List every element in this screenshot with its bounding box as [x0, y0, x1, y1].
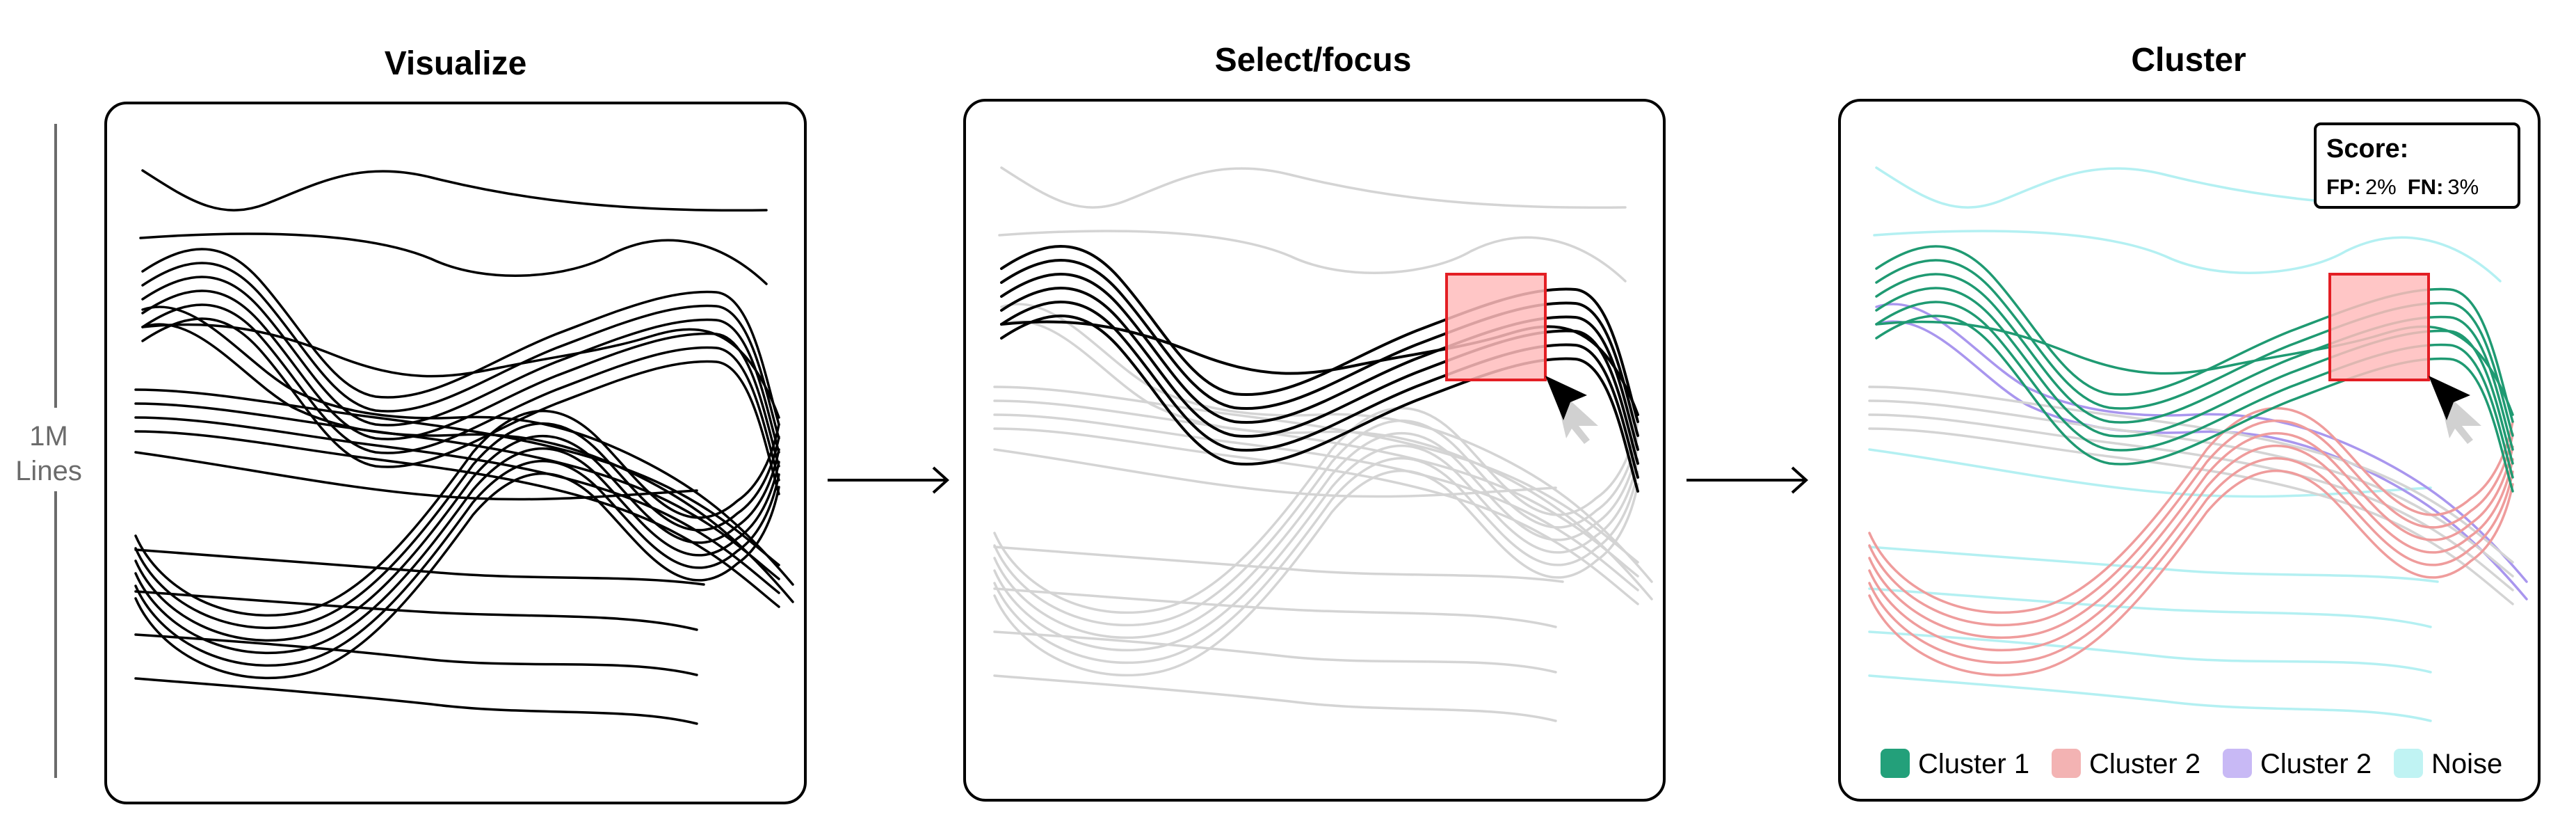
noise-line	[134, 677, 698, 725]
cluster3-line	[993, 385, 1639, 564]
legend-label-cluster2: Cluster 2	[2089, 749, 2200, 779]
cluster2-line	[993, 469, 1639, 677]
right-arrow-icon	[1687, 466, 1808, 494]
cluster3-line	[141, 323, 794, 603]
noise-line	[993, 674, 1557, 722]
cluster2-line	[993, 419, 1639, 627]
legend-label-cluster3: Cluster 2	[2260, 749, 2372, 779]
cluster1-line	[1875, 259, 2514, 437]
cluster2-line	[1868, 444, 2514, 652]
selection-box[interactable]	[2328, 273, 2430, 381]
cluster2-line	[993, 406, 1639, 614]
score-box: Score: FP: 2% FN: 3%	[2314, 122, 2520, 209]
selection-box[interactable]	[1445, 273, 1547, 381]
cluster2-line	[134, 409, 780, 617]
panel-title-select: Select/focus	[1215, 42, 1412, 79]
noise-line	[134, 633, 698, 676]
cluster1-line	[1875, 315, 2514, 493]
panel-title-visualize: Visualize	[385, 45, 527, 82]
noise-line	[1000, 166, 1627, 209]
cluster2-line	[134, 472, 780, 680]
score-title: Score:	[2326, 134, 2408, 164]
legend-label-cluster1: Cluster 1	[1918, 749, 2029, 779]
cluster1-line	[1000, 315, 1639, 493]
cursor-icon	[1545, 376, 1598, 444]
noise-line	[1868, 674, 2432, 722]
cursor-icon	[2429, 376, 2481, 444]
lines-visualize	[134, 169, 794, 725]
noise-line	[134, 590, 698, 631]
cluster1-line	[1000, 320, 1639, 416]
legend-swatch-noise	[2394, 749, 2423, 778]
legend-label-noise: Noise	[2431, 749, 2502, 779]
cluster2-line	[1868, 385, 2514, 564]
noise-line	[134, 451, 698, 501]
cluster3-line	[1000, 303, 1653, 583]
cluster3-line	[134, 402, 780, 580]
cluster1-line	[1875, 273, 2514, 451]
axis-label-line2: Lines	[15, 456, 82, 486]
cluster1-line	[141, 317, 780, 495]
cluster2-line	[1868, 469, 2514, 677]
cluster2-line	[1868, 456, 2514, 665]
noise-line	[141, 169, 768, 212]
fn-value: 3%	[2447, 175, 2479, 199]
cluster1-line	[1000, 245, 1639, 423]
legend: Cluster 1 Cluster 2 Cluster 2 Noise	[1881, 749, 2502, 779]
cluster3-line	[993, 413, 1639, 591]
cluster3-line	[1875, 303, 2528, 583]
cluster2-line	[134, 422, 780, 630]
cluster1-line	[141, 303, 780, 482]
cluster1-line	[141, 262, 780, 440]
noise-line	[1873, 230, 2502, 283]
noise-line	[993, 630, 1557, 674]
noise-line	[1868, 448, 2432, 498]
cluster2-line	[1868, 419, 2514, 627]
cluster3-line	[993, 399, 1639, 578]
panel-title-cluster: Cluster	[2131, 42, 2246, 79]
cluster2-line	[1868, 413, 2514, 591]
legend-swatch-cluster2	[2052, 749, 2081, 778]
cluster1-line	[1000, 287, 1639, 465]
legend-swatch-cluster3	[2223, 749, 2252, 778]
cluster2-line	[134, 459, 780, 667]
cluster1-line	[1000, 301, 1639, 479]
cluster2-line	[1868, 399, 2514, 578]
fp-value: 2%	[2365, 175, 2397, 199]
cluster1-line	[141, 323, 780, 419]
noise-line	[1868, 630, 2432, 674]
cluster3-line	[134, 416, 780, 594]
cluster1-line	[141, 276, 780, 454]
cluster3-line	[141, 305, 794, 586]
legend-swatch-cluster1	[1881, 749, 1910, 778]
cluster1-line	[1875, 301, 2514, 479]
cluster2-line	[993, 444, 1639, 652]
fp-label: FP:	[2326, 175, 2361, 199]
cluster2-line	[1868, 431, 2514, 639]
score-values: FP: 2% FN: 3%	[2326, 175, 2479, 199]
cluster2-line	[993, 431, 1639, 639]
cluster1-line	[1875, 245, 2514, 423]
cluster3-line	[134, 388, 780, 566]
cluster1-line	[1000, 259, 1639, 437]
axis-label-line1: 1M	[29, 421, 68, 452]
cluster2-line	[134, 434, 780, 642]
noise-line	[993, 448, 1557, 498]
noise-line	[993, 587, 1557, 628]
axis-label-bg	[3, 408, 108, 491]
cluster2-line	[1868, 406, 2514, 614]
noise-line	[1868, 587, 2432, 628]
lines-select	[993, 166, 1653, 722]
fn-label: FN:	[2408, 175, 2444, 199]
cluster2-line	[993, 456, 1639, 665]
cluster1-line	[1875, 287, 2514, 465]
cluster2-line	[134, 447, 780, 655]
lines-cluster	[1868, 166, 2528, 722]
cluster1-line	[1000, 273, 1639, 451]
right-arrow-icon	[828, 466, 949, 494]
noise-line	[998, 230, 1627, 283]
noise-line	[139, 232, 768, 285]
cluster1-line	[141, 248, 780, 426]
